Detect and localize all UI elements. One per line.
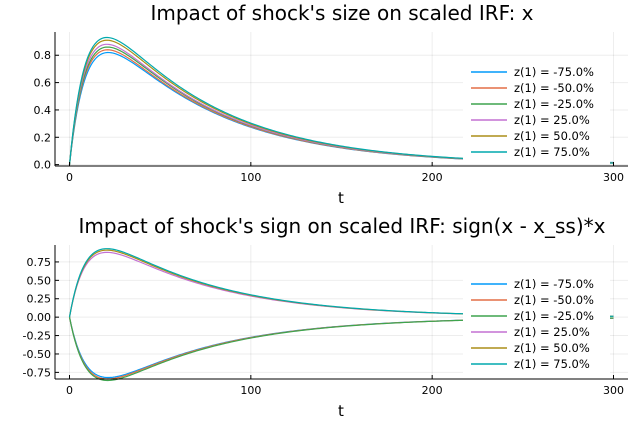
legend-entry: z(1) = 25.0% [514,113,590,127]
y-tick-label: 0.2 [34,131,52,144]
x-tick-label: 100 [240,384,261,397]
legend-entry: z(1) = -75.0% [514,277,594,291]
legend-entry: z(1) = -50.0% [514,81,594,95]
y-tick-label: -0.25 [23,330,51,343]
legend: z(1) = -75.0% z(1) = -50.0% z(1) = -25.0% z… [463,64,610,164]
y-tick-label: 0.00 [27,311,52,324]
series-line [68,317,465,382]
y-tick-label: 0.75 [27,256,52,269]
legend-entry: z(1) = -25.0% [514,97,594,111]
axes [54,245,628,380]
x-tick-label: 300 [603,384,624,397]
chart-panel-size: Impact of shock's size on scaled IRF: x … [34,1,628,207]
x-tick-label: 200 [422,384,443,397]
x-axis-label: t [338,189,344,207]
tick-labels: 0 100 200 300 -0.75 -0.50 -0.25 0.00 0.25 0.50 0.7… [23,256,624,397]
legend-entry: z(1) = 75.0% [514,357,590,371]
x-tick-label: 0 [66,171,73,184]
legend-entry: z(1) = 75.0% [514,145,590,159]
y-tick-label: -0.75 [23,366,51,379]
y-tick-label: 0.25 [27,293,52,306]
y-tick-label: -0.50 [23,348,51,361]
legend-box [463,64,610,164]
y-tick-label: 0.50 [27,274,52,287]
x-tick-label: 300 [603,171,624,184]
x-tick-label: 0 [66,384,73,397]
legend-entry: z(1) = 25.0% [514,325,590,339]
x-axis-label: t [338,402,344,420]
legend-entry: z(1) = -25.0% [514,309,594,323]
y-tick-label: 0.4 [34,104,52,117]
legend-entry: z(1) = -50.0% [514,293,594,307]
series-lines [68,36,614,165]
chart-panel-sign: Impact of shock's sign on scaled IRF: si… [23,214,628,420]
series-line [68,36,465,165]
y-tick-label: 0.6 [34,77,52,90]
x-tick-label: 200 [422,171,443,184]
series-lines [68,248,614,382]
legend-box [463,276,610,376]
chart-title: Impact of shock's size on scaled IRF: x [150,1,533,25]
legend-entry: z(1) = 50.0% [514,341,590,355]
legend: z(1) = -75.0% z(1) = -50.0% z(1) = -25.0% z… [463,276,610,376]
tick-labels: 0 100 200 300 0.0 0.2 0.4 0.6 0.8 [34,49,624,184]
legend-entry: z(1) = 50.0% [514,129,590,143]
y-tick-label: 0.8 [34,49,52,62]
x-tick-label: 100 [240,171,261,184]
series-line [68,248,465,318]
axes [54,32,628,167]
chart-title: Impact of shock's sign on scaled IRF: si… [79,214,606,238]
legend-entry: z(1) = -75.0% [514,65,594,79]
y-tick-label: 0.0 [34,159,52,172]
